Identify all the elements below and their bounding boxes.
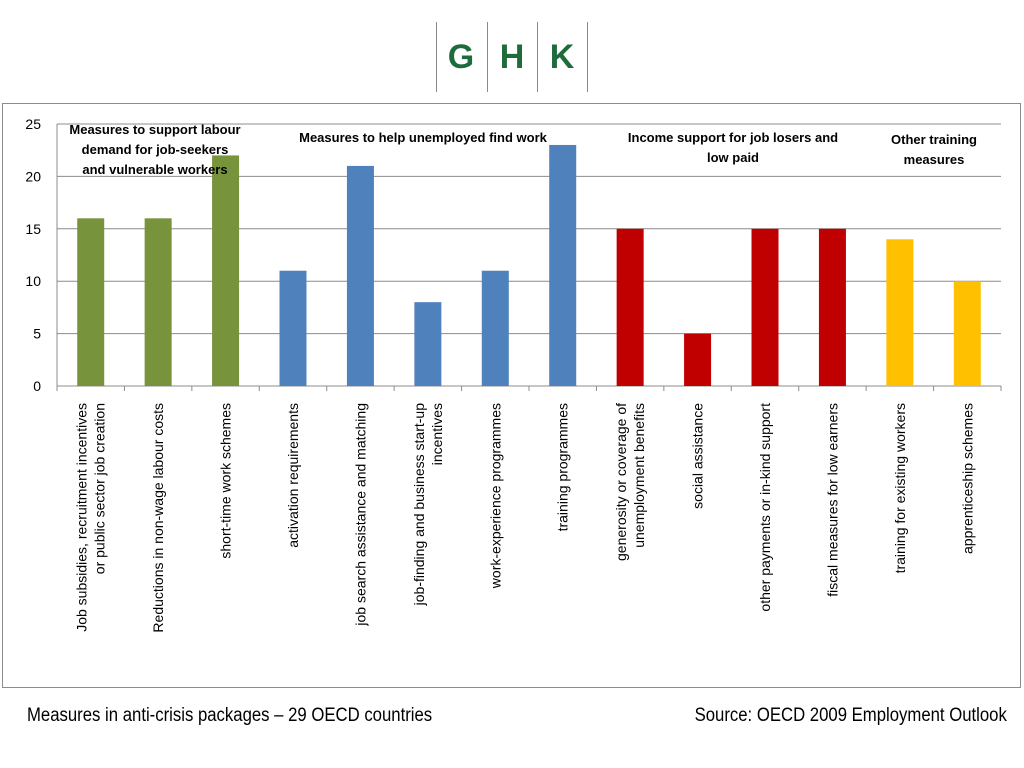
ghk-logo: G H K — [436, 22, 588, 92]
logo-divider — [487, 22, 488, 92]
y-tick-label: 25 — [25, 116, 41, 132]
bar — [481, 270, 509, 386]
bar — [616, 228, 644, 386]
x-category-label: activation requirements — [285, 403, 301, 548]
bar — [346, 165, 374, 386]
group-annotation: Measures to help unemployed find work — [299, 130, 548, 145]
bar — [212, 155, 240, 386]
group-annotation: and vulnerable workers — [82, 162, 227, 177]
chart-caption: Measures in anti-crisis packages – 29 OE… — [27, 705, 433, 726]
group-annotation: Measures to support labour — [69, 122, 240, 137]
bar — [886, 239, 914, 386]
x-category-label: training programmes — [555, 403, 571, 531]
x-category-label: fiscal measures for low earners — [824, 403, 840, 597]
group-annotation: Income support for job losers and — [628, 130, 838, 145]
logo-letter-h: H — [499, 37, 525, 76]
x-category-label: job-finding and business start-up — [411, 403, 427, 607]
x-category-label: other payments or in-kind support — [757, 403, 773, 612]
logo-divider — [537, 22, 538, 92]
x-category-label: Job subsidies, recruitment incentives — [74, 403, 90, 632]
x-category-label: job search assistance and matching — [352, 403, 368, 627]
bar — [77, 218, 105, 386]
bar — [144, 218, 172, 386]
y-tick-label: 20 — [25, 168, 41, 184]
x-category-label: or public sector job creation — [92, 403, 108, 574]
x-category-label: work-experience programmes — [487, 403, 503, 589]
bar — [751, 228, 779, 386]
source-note: Source: OECD 2009 Employment Outlook — [694, 705, 1007, 726]
x-category-label: short-time work schemes — [218, 403, 234, 559]
logo-divider — [587, 22, 588, 92]
x-category-label: unemployment benefits — [631, 403, 647, 548]
group-annotation: measures — [904, 152, 965, 167]
bar — [549, 144, 577, 386]
bar — [279, 270, 307, 386]
y-tick-label: 5 — [33, 326, 41, 342]
bar — [684, 333, 712, 386]
y-tick-label: 0 — [33, 378, 41, 394]
x-category-label: generosity or coverage of — [613, 403, 629, 561]
logo-letter-g: G — [447, 37, 475, 76]
y-tick-label: 15 — [25, 221, 41, 237]
bar — [414, 302, 442, 386]
x-category-label: training for existing workers — [892, 403, 908, 573]
bar — [818, 228, 846, 386]
chart-frame — [2, 103, 1021, 688]
bar — [953, 281, 981, 386]
logo-letter-k: K — [549, 37, 575, 76]
x-category-label: incentives — [429, 403, 445, 465]
logo-divider — [436, 22, 437, 92]
x-category-label: Reductions in non-wage labour costs — [150, 403, 166, 633]
group-annotation: demand for job-seekers — [82, 142, 229, 157]
x-category-label: social assistance — [690, 403, 706, 509]
x-category-label: apprenticeship schemes — [959, 403, 975, 554]
group-annotation: Other training — [891, 132, 977, 147]
group-annotation: low paid — [707, 150, 759, 165]
y-tick-label: 10 — [25, 273, 41, 289]
